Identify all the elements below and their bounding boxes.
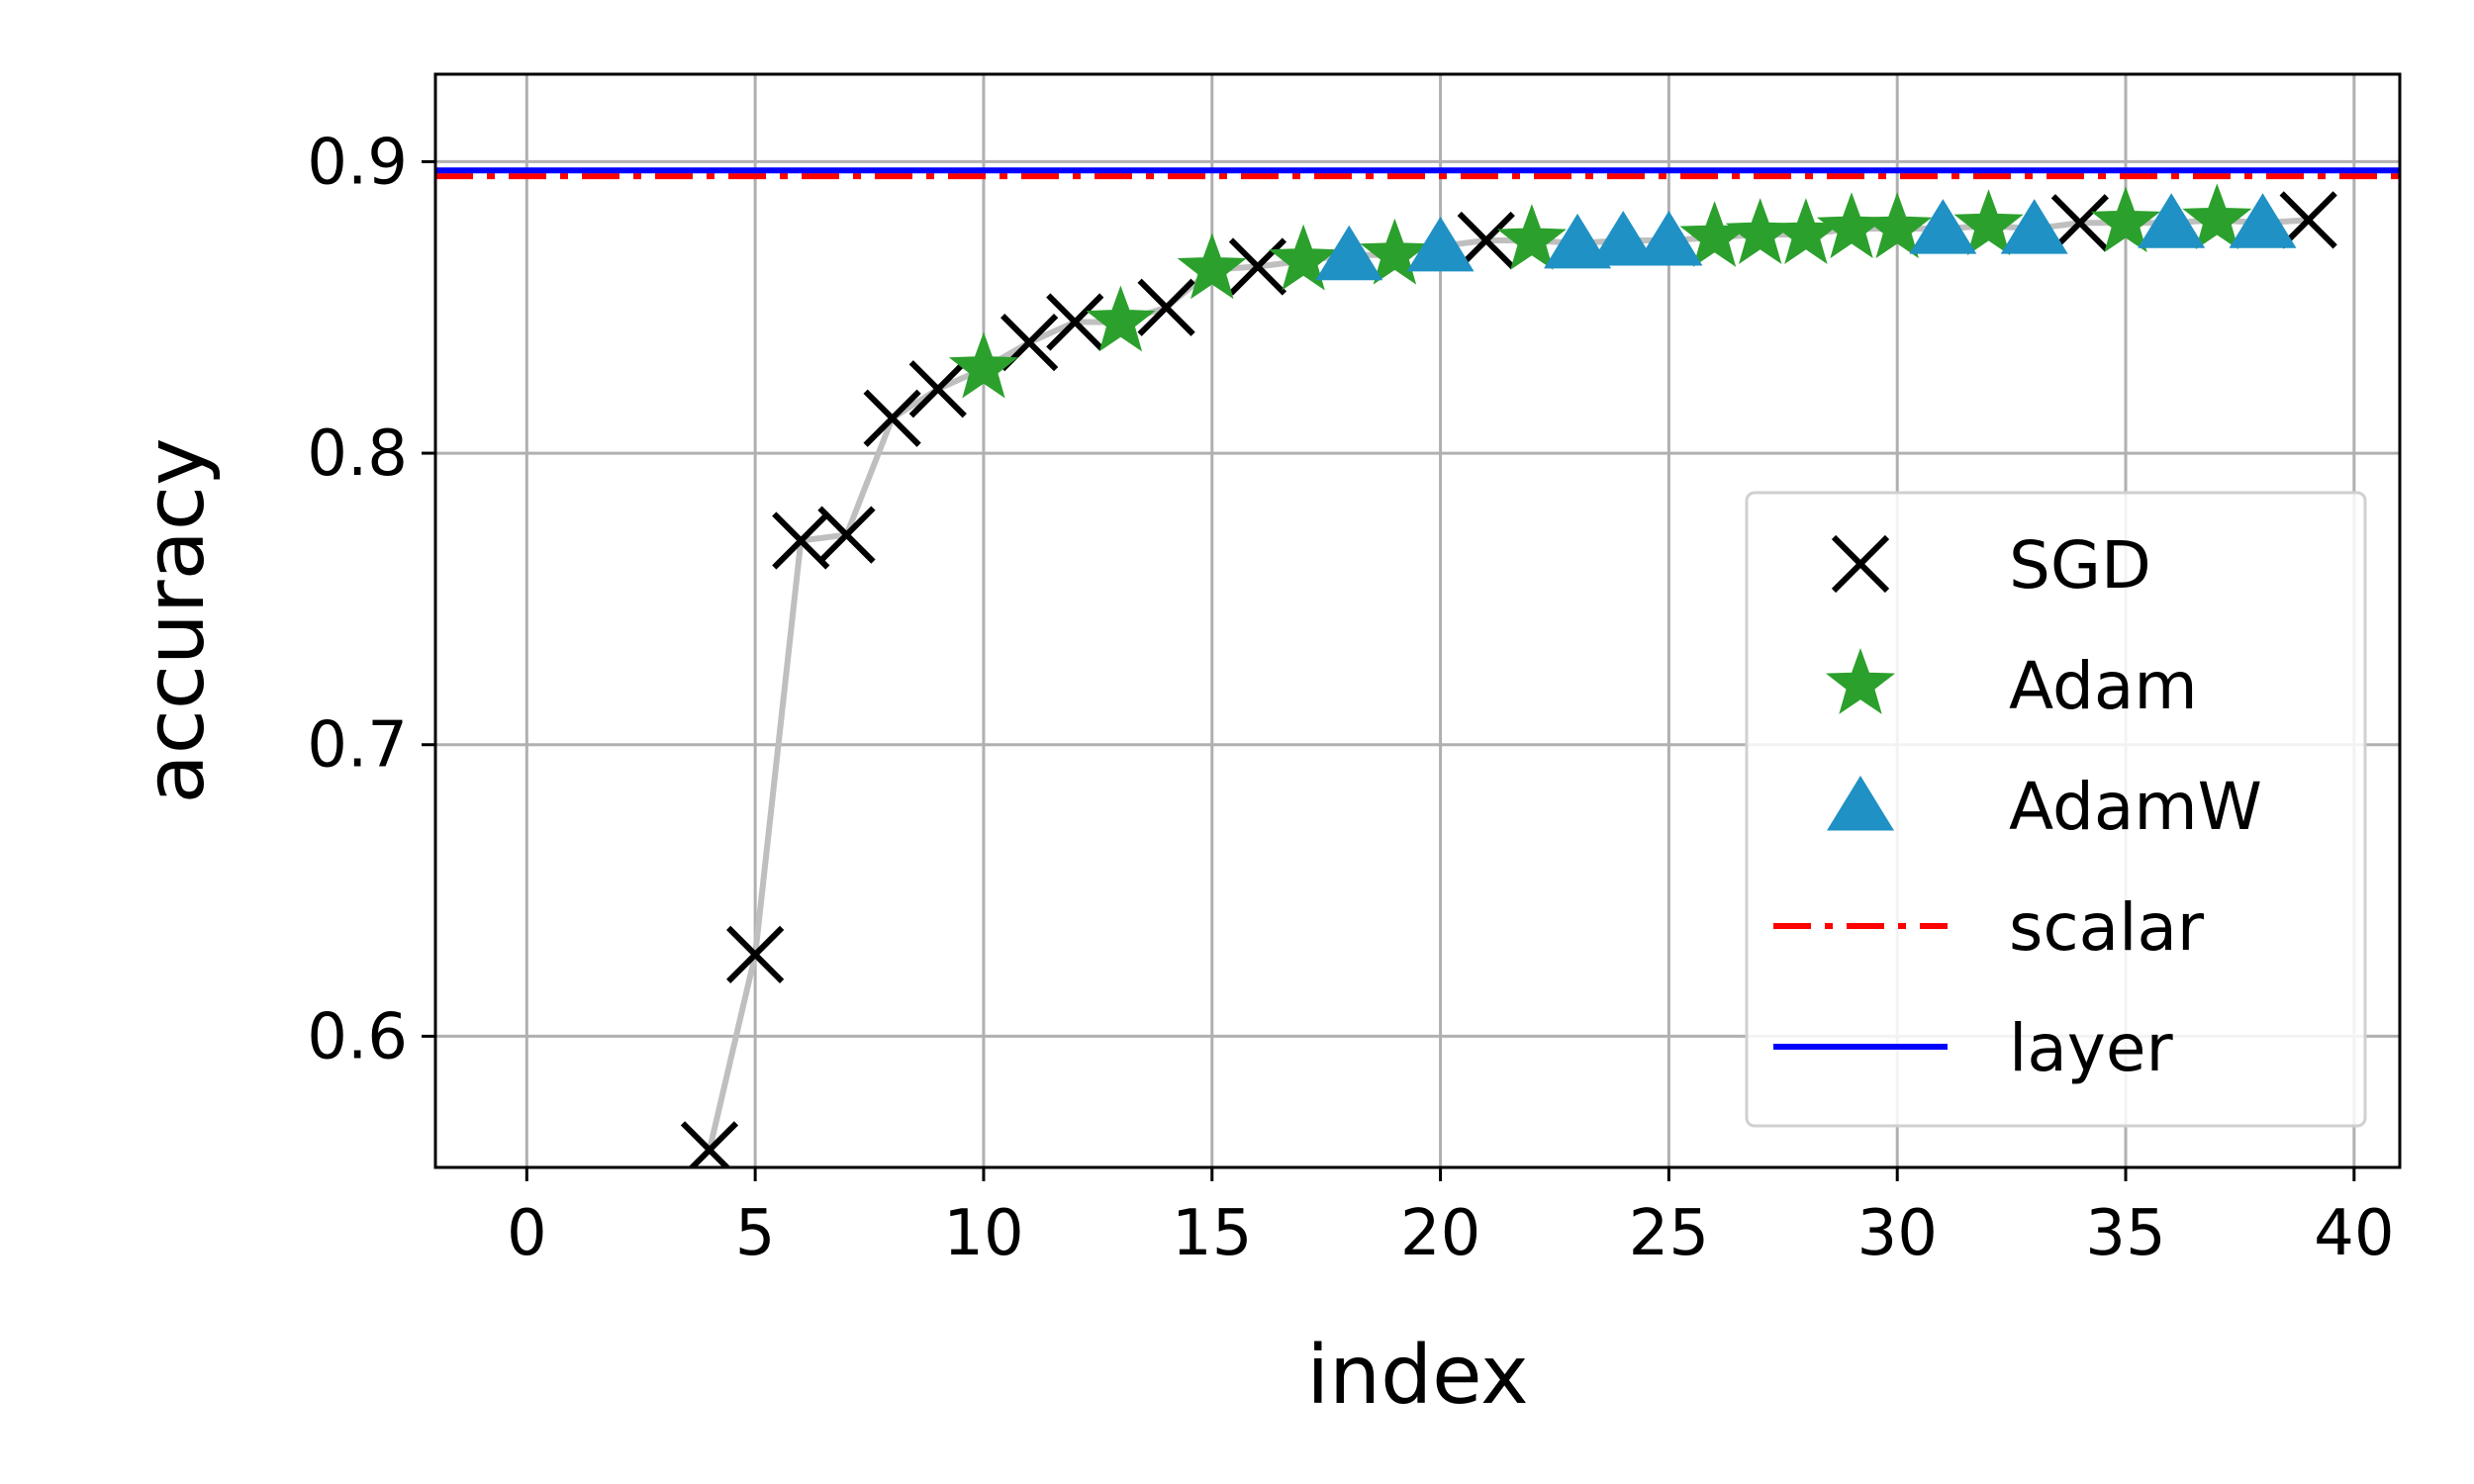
x-tick-label: 10 — [943, 1197, 1023, 1270]
y-tick-label: 0.8 — [307, 417, 408, 491]
sgd-point — [1046, 293, 1104, 351]
axis-ticks: 0 5 10 15 20 25 30 35 40 0.6 0.7 0.8 0.9 — [307, 126, 2394, 1270]
legend: SGD Adam AdamW scalar layer — [1745, 491, 2367, 1128]
legend-item-adam: Adam — [1825, 648, 2198, 724]
adamw-point — [1406, 216, 1475, 272]
adamw-point — [1909, 199, 1977, 254]
x-axis-label: index — [1306, 1329, 1528, 1423]
x-tick-label: 0 — [507, 1197, 547, 1270]
adam-point — [2090, 186, 2161, 253]
legend-box — [1745, 491, 2367, 1128]
legend-label: AdamW — [2009, 769, 2262, 845]
plot-frame — [433, 72, 2402, 1169]
sgd-point — [1457, 211, 1515, 270]
legend-label: layer — [2009, 1010, 2173, 1086]
sgd-point — [817, 506, 876, 564]
sgd-point-stroke — [688, 1121, 739, 1167]
x-tick-label: 25 — [1629, 1197, 1709, 1270]
adam-point — [1862, 192, 1933, 259]
legend-marker-sgd — [1831, 534, 1890, 594]
adamw-point — [1544, 213, 1612, 269]
y-tick-label: 0.7 — [307, 709, 408, 783]
sgd-point — [680, 1121, 739, 1167]
sgd-point-stroke — [2050, 194, 2109, 252]
sgd-point-stroke — [2279, 191, 2337, 249]
sgd-point-stroke — [1228, 237, 1287, 296]
sgd-point-stroke — [817, 506, 876, 564]
adamw-point — [2000, 199, 2068, 254]
sgd-point — [2050, 194, 2109, 252]
sgd-point — [726, 925, 785, 984]
sgd-point — [863, 389, 921, 447]
sgd-point — [1137, 278, 1195, 336]
legend-label: SGD — [2009, 527, 2151, 603]
adam-point — [1953, 189, 2024, 256]
x-tick-label: 15 — [1172, 1197, 1252, 1270]
x-tick-label: 30 — [1856, 1197, 1937, 1270]
sgd-point-stroke — [1046, 293, 1104, 351]
sgd-point-stroke — [772, 511, 830, 570]
adamw-point — [1589, 210, 1658, 266]
series-sgd — [680, 191, 2337, 1167]
adam-point — [1360, 218, 1430, 285]
x-tick-label: 35 — [2085, 1197, 2165, 1270]
adamw-point — [1315, 225, 1383, 281]
legend-item-layer: layer — [1773, 1010, 2173, 1086]
y-axis-label: accuracy — [129, 438, 223, 804]
adam-point — [2182, 183, 2252, 250]
adam-point — [948, 331, 1019, 399]
sgd-point — [772, 511, 830, 570]
sgd-point-stroke — [1457, 211, 1515, 270]
adamw-point — [2229, 193, 2297, 248]
adam-point — [1496, 204, 1567, 270]
adamw-point — [2138, 193, 2206, 248]
y-tick-label: 0.6 — [307, 1000, 408, 1073]
adam-point — [1269, 224, 1339, 291]
sgd-point-stroke — [863, 389, 921, 447]
sgd-point — [2279, 191, 2337, 249]
legend-marker-sgd-stroke — [1831, 534, 1890, 594]
x-tick-label: 40 — [2314, 1197, 2394, 1270]
sgd-point-stroke — [726, 925, 785, 984]
sgd-point — [908, 360, 967, 418]
x-tick-label: 20 — [1400, 1197, 1480, 1270]
x-tick-label: 5 — [735, 1197, 776, 1270]
legend-item-adamw: AdamW — [1827, 769, 2262, 845]
adamw-point — [1635, 210, 1703, 266]
legend-item-scalar: scalar — [1773, 889, 2205, 966]
sgd-point-stroke — [908, 360, 967, 418]
legend-marker-adam — [1825, 648, 1896, 714]
series-adamw — [1315, 193, 2297, 281]
legend-label: scalar — [2009, 889, 2205, 966]
series-adam — [948, 183, 2252, 399]
sgd-point-stroke — [1137, 278, 1195, 336]
plot-area — [435, 167, 2400, 1167]
y-tick-label: 0.9 — [307, 126, 408, 199]
legend-marker-adamw — [1827, 776, 1894, 831]
legend-item-sgd: SGD — [1831, 527, 2151, 603]
sgd-point — [1228, 237, 1287, 296]
adam-point — [1177, 232, 1247, 300]
legend-label: Adam — [2009, 648, 2198, 724]
adam-point — [1086, 285, 1156, 352]
